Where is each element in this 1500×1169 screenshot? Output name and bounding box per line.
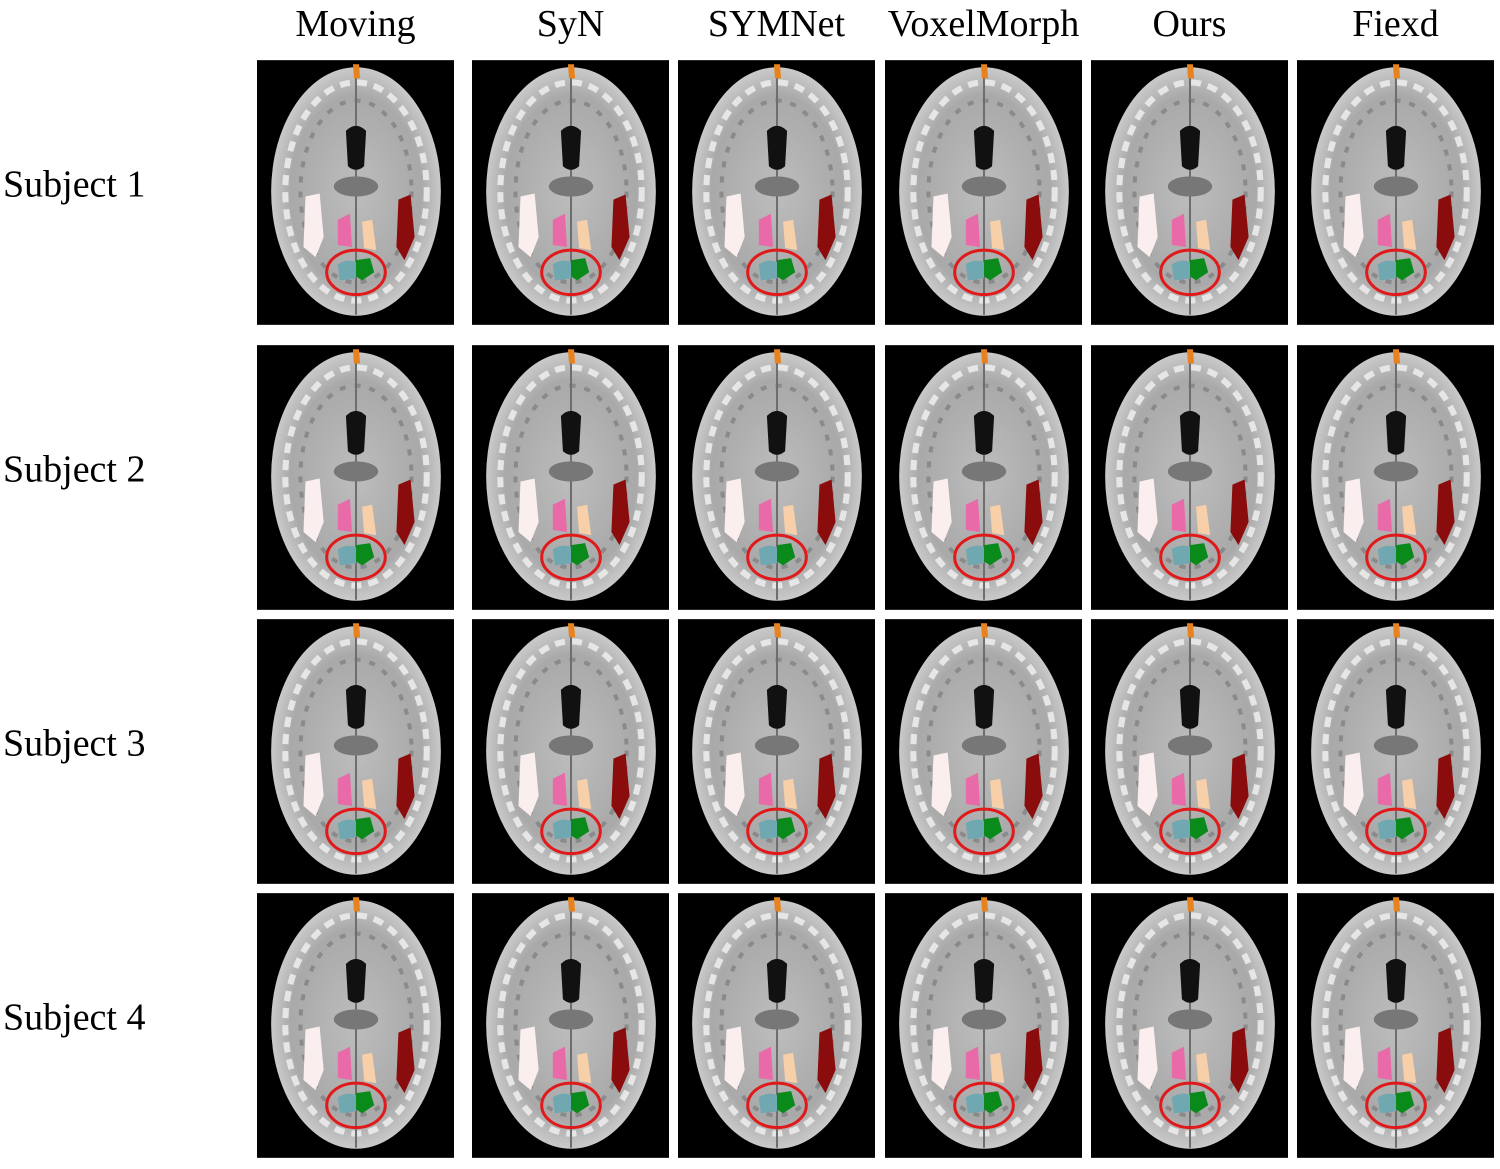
brain-slice xyxy=(885,345,1082,610)
brain-slice xyxy=(1297,619,1494,884)
brain-slice xyxy=(678,345,875,610)
brain-slice xyxy=(472,345,669,610)
brain-slice xyxy=(472,60,669,325)
brain-slice xyxy=(1091,893,1288,1158)
column-header: Moving xyxy=(295,3,415,45)
row-label: Subject 3 xyxy=(3,723,145,765)
brain-slice xyxy=(678,619,875,884)
brain-slice xyxy=(257,60,454,325)
row-label: Subject 2 xyxy=(3,449,145,491)
column-header: Ours xyxy=(1153,3,1227,45)
brain-slice xyxy=(257,893,454,1158)
brain-slice xyxy=(885,60,1082,325)
brain-slice xyxy=(1297,60,1494,325)
brain-slice xyxy=(1297,893,1494,1158)
brain-slice xyxy=(1297,345,1494,610)
brain-slice xyxy=(472,893,669,1158)
brain-slice xyxy=(885,619,1082,884)
brain-slice xyxy=(678,60,875,325)
brain-slice xyxy=(678,893,875,1158)
column-header: VoxelMorph xyxy=(888,3,1079,45)
brain-slice xyxy=(1091,60,1288,325)
brain-slice xyxy=(1091,345,1288,610)
column-header: SYMNet xyxy=(708,3,846,45)
brain-slice xyxy=(472,619,669,884)
row-label: Subject 1 xyxy=(3,164,145,206)
column-header: SyN xyxy=(537,3,605,45)
brain-slice xyxy=(257,619,454,884)
row-label: Subject 4 xyxy=(3,997,145,1039)
brain-slice xyxy=(885,893,1082,1158)
column-header: Fiexd xyxy=(1352,3,1439,45)
brain-slice xyxy=(1091,619,1288,884)
brain-slice xyxy=(257,345,454,610)
